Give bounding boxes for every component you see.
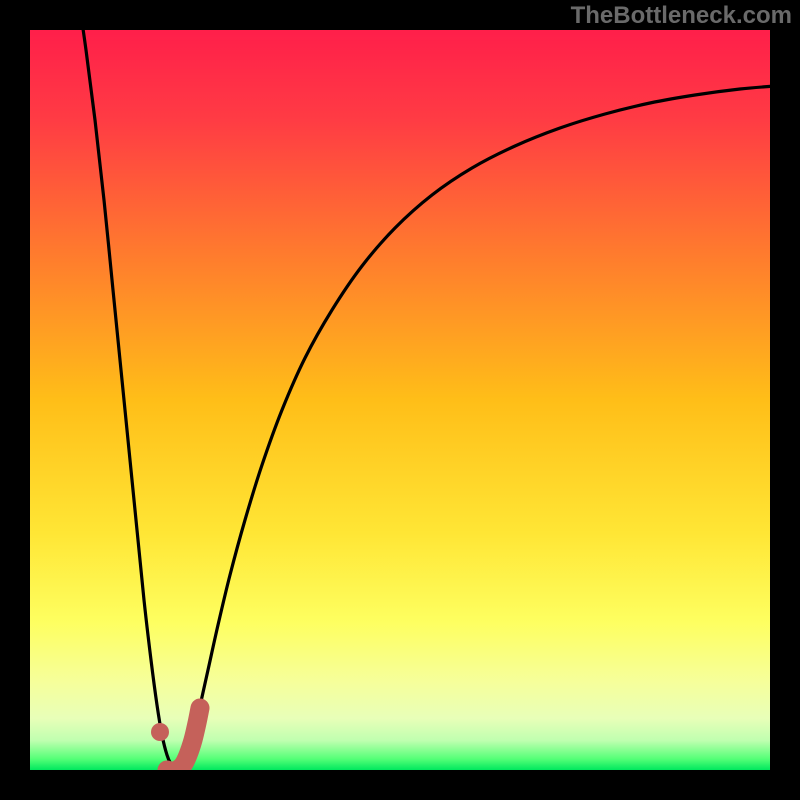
accent-j-dot xyxy=(151,723,169,741)
chart-container: TheBottleneck.com xyxy=(0,0,800,800)
watermark-text: TheBottleneck.com xyxy=(571,2,792,30)
bottleneck-chart xyxy=(0,0,800,800)
plot-background xyxy=(30,30,770,770)
